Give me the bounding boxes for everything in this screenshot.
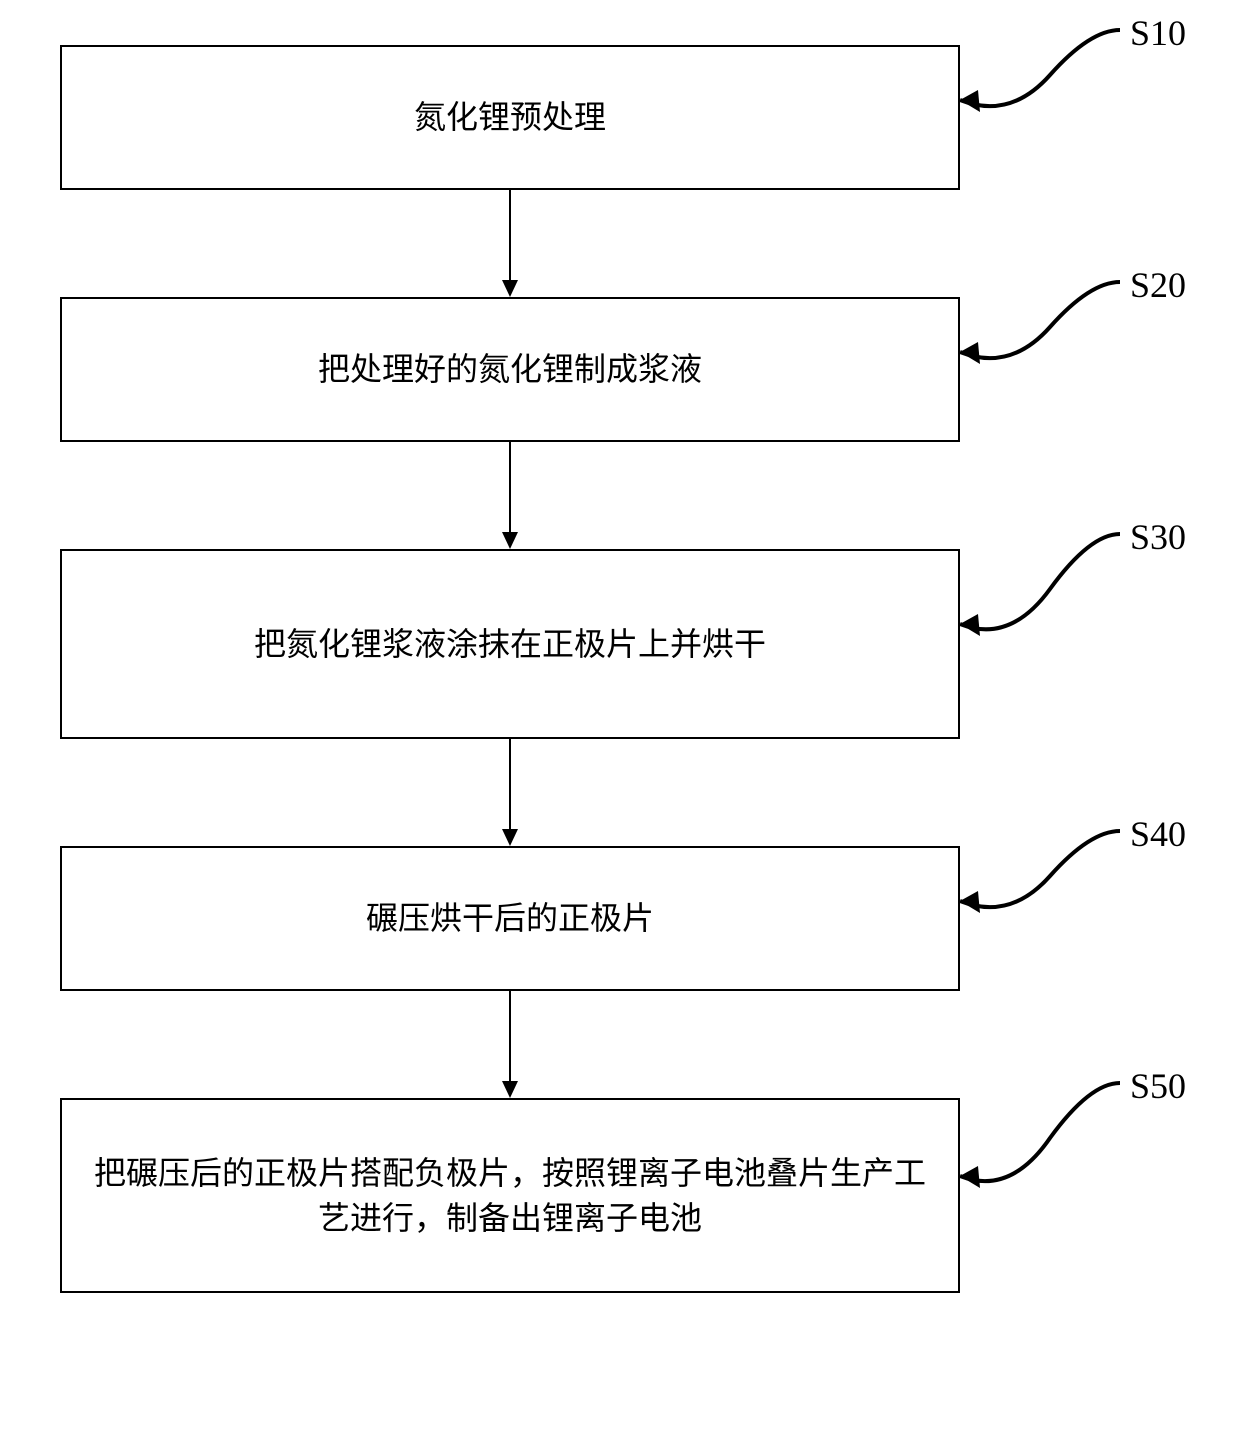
step-text-4: 碾压烘干后的正极片	[366, 896, 654, 941]
label-text-2: S20	[1130, 265, 1186, 305]
step-box-5: 把碾压后的正极片搭配负极片，按照锂离子电池叠片生产工艺进行，制备出锂离子电池	[60, 1098, 960, 1293]
connector-curve-5	[960, 1073, 1130, 1208]
arrow-down-icon	[490, 739, 530, 846]
connector-curve-4	[960, 821, 1130, 931]
step-box-2: 把处理好的氮化锂制成浆液	[60, 297, 960, 442]
label-text-4: S40	[1130, 814, 1186, 854]
step-text-2: 把处理好的氮化锂制成浆液	[318, 347, 702, 392]
step-box-4: 碾压烘干后的正极片	[60, 846, 960, 991]
arrow-2	[60, 442, 960, 549]
arrow-4	[60, 991, 960, 1098]
step-label-3: S30	[1130, 516, 1186, 558]
step-text-3: 把氮化锂浆液涂抹在正极片上并烘干	[254, 622, 766, 667]
connector-curve-3	[960, 524, 1130, 654]
step-label-4: S40	[1130, 813, 1186, 855]
step-label-5: S50	[1130, 1065, 1186, 1107]
connector-curve-2	[960, 272, 1130, 382]
arrow-1	[60, 190, 960, 297]
connector-curve-1	[960, 20, 1130, 130]
arrow-down-icon	[490, 442, 530, 549]
flowchart-container: 氮化锂预处理 把处理好的氮化锂制成浆液 把氮化锂浆液涂抹在正极片上并烘干 碾压烘…	[60, 45, 960, 1293]
step-label-2: S20	[1130, 264, 1186, 306]
step-text-1: 氮化锂预处理	[414, 95, 606, 140]
label-text-5: S50	[1130, 1066, 1186, 1106]
arrow-down-icon	[490, 190, 530, 297]
arrow-down-icon	[490, 991, 530, 1098]
step-box-3: 把氮化锂浆液涂抹在正极片上并烘干	[60, 549, 960, 739]
step-box-1: 氮化锂预处理	[60, 45, 960, 190]
label-text-1: S10	[1130, 13, 1186, 53]
step-label-1: S10	[1130, 12, 1186, 54]
label-text-3: S30	[1130, 517, 1186, 557]
arrow-3	[60, 739, 960, 846]
step-text-5: 把碾压后的正极片搭配负极片，按照锂离子电池叠片生产工艺进行，制备出锂离子电池	[82, 1151, 938, 1241]
